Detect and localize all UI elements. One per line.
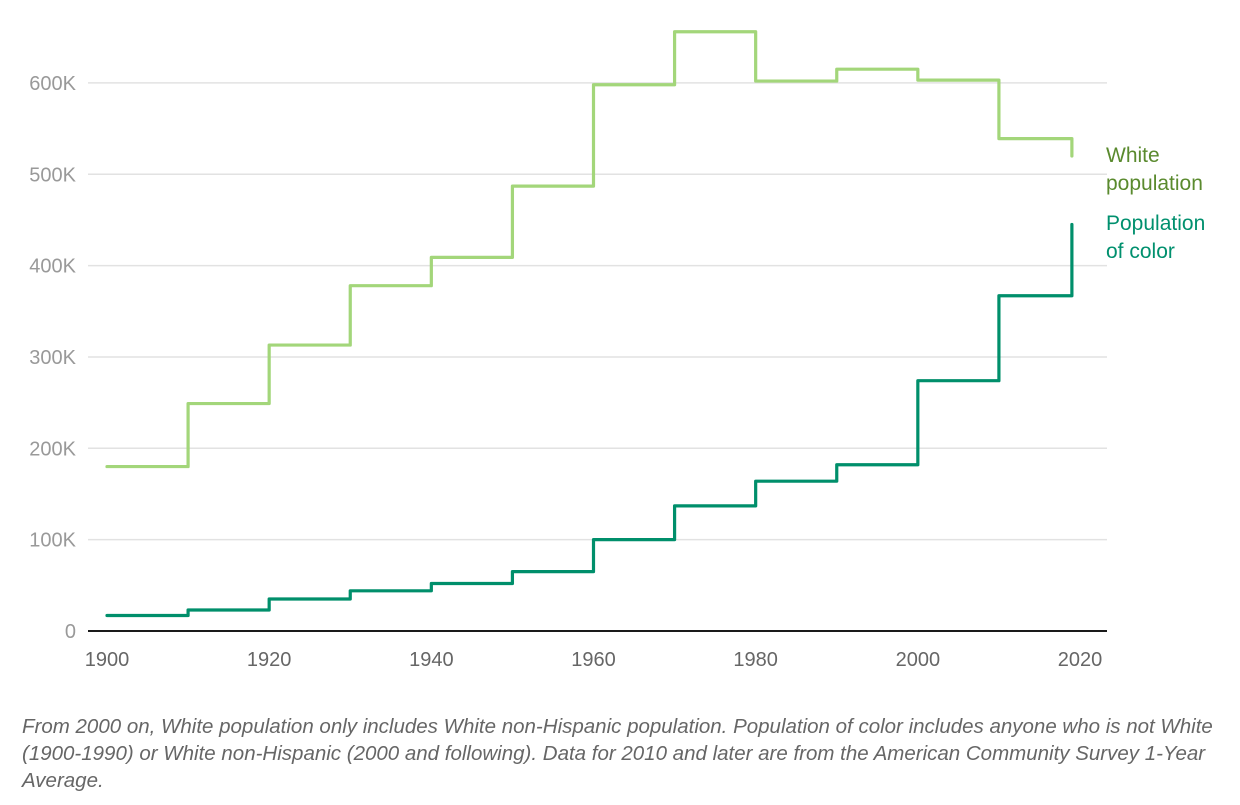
y-tick-label: 400K	[29, 256, 76, 278]
y-tick-label: 300K	[29, 347, 76, 369]
x-tick-label: 2000	[896, 649, 941, 671]
x-tick-label: 1920	[247, 649, 292, 671]
label-white-line1: White	[1106, 144, 1160, 167]
x-tick-label: 1980	[733, 649, 778, 671]
x-tick-label: 1900	[85, 649, 130, 671]
y-tick-label: 200K	[29, 438, 76, 460]
series-line-white-population	[105, 30, 1074, 469]
y-tick-label: 100K	[29, 530, 76, 552]
x-tick-label: 1960	[571, 649, 616, 671]
y-tick-label: 0	[65, 621, 76, 643]
series-line-population-of-color	[105, 222, 1074, 618]
footnote: From 2000 on, White population only incl…	[22, 715, 1213, 792]
y-tick-label: 500K	[29, 164, 76, 186]
label-white-population: White population	[1106, 142, 1203, 198]
x-tick-label: 1940	[409, 649, 454, 671]
label-white-line2: population	[1106, 172, 1203, 195]
x-tick-label: 2020	[1058, 649, 1103, 671]
y-tick-label: 600K	[29, 73, 76, 95]
label-population-of-color: Population of color	[1106, 210, 1205, 266]
label-color-line1: Population	[1106, 212, 1206, 235]
label-color-line2: of color	[1106, 240, 1175, 263]
